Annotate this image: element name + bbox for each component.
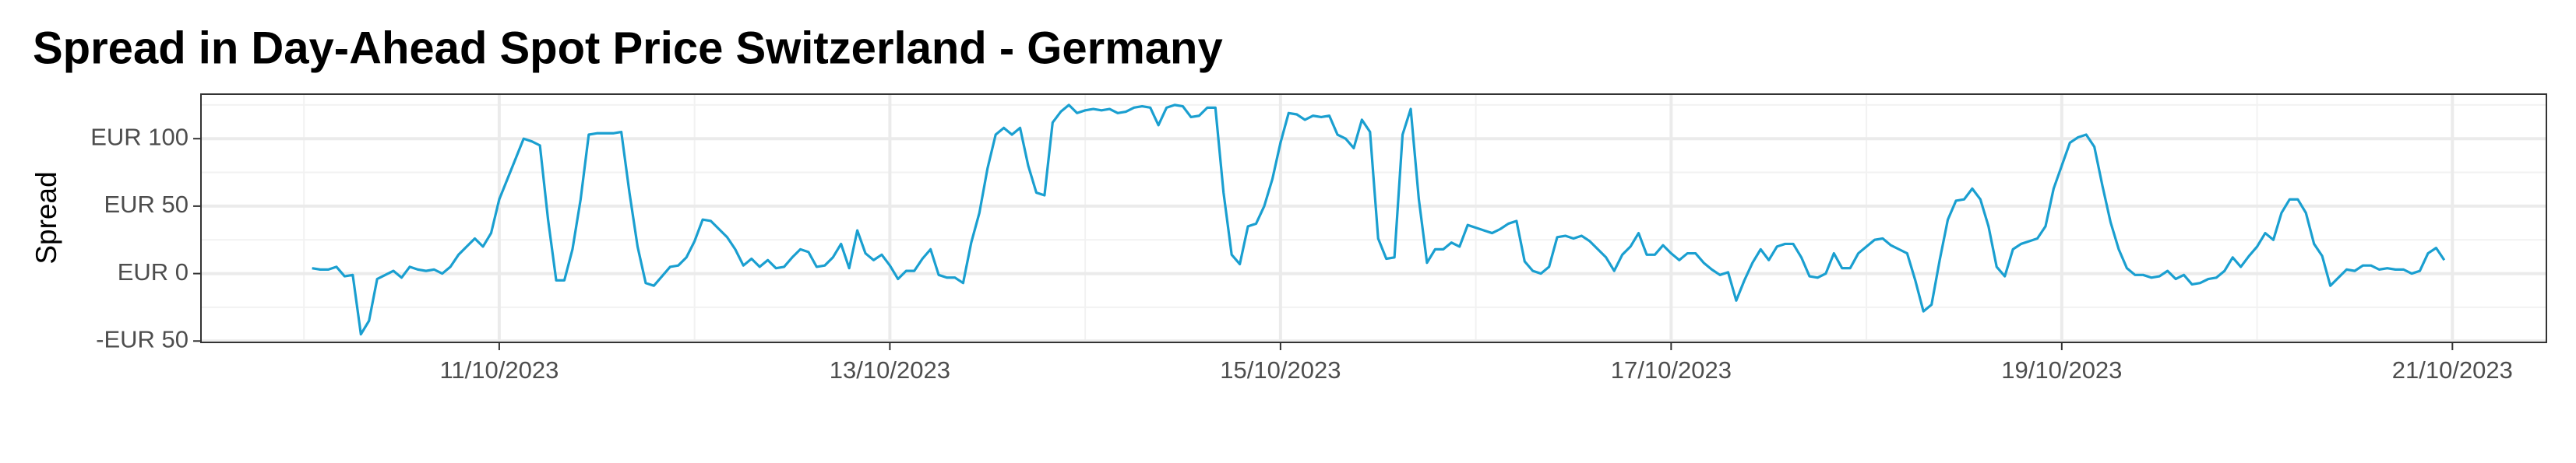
chart-title: Spread in Day-Ahead Spot Price Switzerla…: [33, 23, 1223, 73]
x-tick-label: 21/10/2023: [2392, 356, 2513, 384]
x-tick-label: 11/10/2023: [439, 356, 559, 384]
x-tick-label: 15/10/2023: [1220, 356, 1341, 384]
y-tick-label: -EUR 50: [96, 325, 189, 353]
plot-panel: [201, 94, 2546, 342]
data-line: [312, 103, 2446, 336]
y-axis-title: Spread: [30, 171, 62, 264]
y-tick-label: EUR 50: [104, 191, 189, 218]
x-tick-label: 17/10/2023: [1611, 356, 1732, 384]
y-tick-label: EUR 0: [118, 258, 189, 286]
x-tick-label: 19/10/2023: [2001, 356, 2122, 384]
x-tick-label: 13/10/2023: [830, 356, 950, 384]
panel-border: [200, 93, 2547, 343]
y-tick-label: EUR 100: [90, 123, 189, 150]
